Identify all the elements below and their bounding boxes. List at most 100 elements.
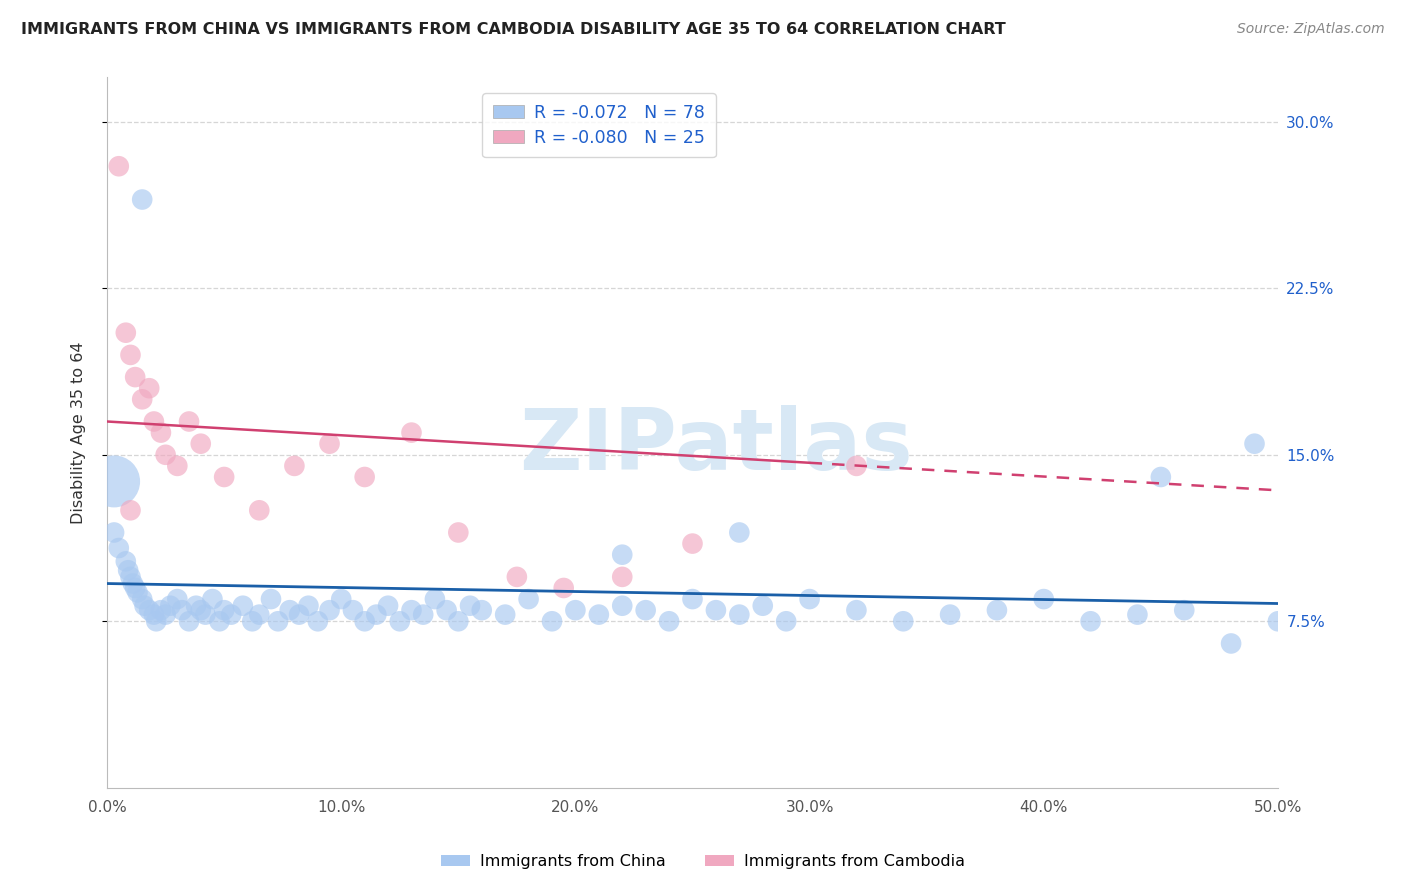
Point [494,607,516,622]
Point [564,603,586,617]
Point [142,607,165,622]
Point [103,525,125,540]
Point [845,603,868,617]
Point [775,614,797,628]
Point [124,581,146,595]
Point [267,614,290,628]
Point [120,503,142,517]
Point [177,415,200,429]
Point [1220,636,1243,650]
Point [612,599,634,613]
Point [138,381,160,395]
Point [318,436,340,450]
Point [1032,592,1054,607]
Point [458,599,481,613]
Point [377,599,399,613]
Point [751,599,773,613]
Point [318,603,340,617]
Point [553,581,575,595]
Point [166,458,188,473]
Point [728,607,751,622]
Point [155,448,177,462]
Point [612,548,634,562]
Point [658,614,681,628]
Point [412,607,434,622]
Point [155,607,177,622]
Point [134,599,156,613]
Point [232,599,254,613]
Point [212,470,235,484]
Point [114,554,136,568]
Point [170,603,193,617]
Point [260,592,283,607]
Point [401,603,423,617]
Point [588,607,610,622]
Point [436,603,458,617]
Point [1150,470,1173,484]
Point [283,458,305,473]
Point [682,536,704,550]
Point [107,541,129,555]
Point [986,603,1008,617]
Text: Source: ZipAtlas.com: Source: ZipAtlas.com [1237,22,1385,37]
Point [247,503,270,517]
Point [388,614,411,628]
Point [506,570,529,584]
Point [423,592,446,607]
Point [1080,614,1102,628]
Point [149,603,172,617]
Point [939,607,962,622]
Point [1173,603,1195,617]
Point [131,392,153,407]
Point [799,592,821,607]
Point [1126,607,1149,622]
Point [121,576,143,591]
Point [212,603,235,617]
Point [145,614,167,628]
Point [297,599,319,613]
Point [278,603,301,617]
Point [330,592,353,607]
Point [247,607,270,622]
Point [127,585,149,599]
Point [117,563,139,577]
Point [107,159,129,173]
Point [517,592,540,607]
Point [131,592,153,607]
Point [142,415,165,429]
Point [149,425,172,440]
Point [612,570,634,584]
Point [1267,614,1289,628]
Point [891,614,914,628]
Point [1243,436,1265,450]
Point [366,607,388,622]
Point [138,603,160,617]
Point [307,614,329,628]
Point [240,614,263,628]
Point [471,603,494,617]
Point [704,603,727,617]
Point [447,525,470,540]
Point [194,607,217,622]
Point [634,603,657,617]
Point [120,348,142,362]
Legend: Immigrants from China, Immigrants from Cambodia: Immigrants from China, Immigrants from C… [434,847,972,875]
Point [353,470,375,484]
Text: IMMIGRANTS FROM CHINA VS IMMIGRANTS FROM CAMBODIA DISABILITY AGE 35 TO 64 CORREL: IMMIGRANTS FROM CHINA VS IMMIGRANTS FROM… [21,22,1005,37]
Y-axis label: Disability Age 35 to 64: Disability Age 35 to 64 [72,342,86,524]
Point [120,570,142,584]
Point [166,592,188,607]
Point [447,614,470,628]
Point [728,525,751,540]
Point [131,193,153,207]
Point [541,614,564,628]
Legend: R = -0.072   N = 78, R = -0.080   N = 25: R = -0.072 N = 78, R = -0.080 N = 25 [482,94,716,157]
Point [208,614,231,628]
Point [342,603,364,617]
Point [682,592,704,607]
Point [353,614,375,628]
Point [845,458,868,473]
Point [288,607,311,622]
Point [159,599,181,613]
Point [177,614,200,628]
